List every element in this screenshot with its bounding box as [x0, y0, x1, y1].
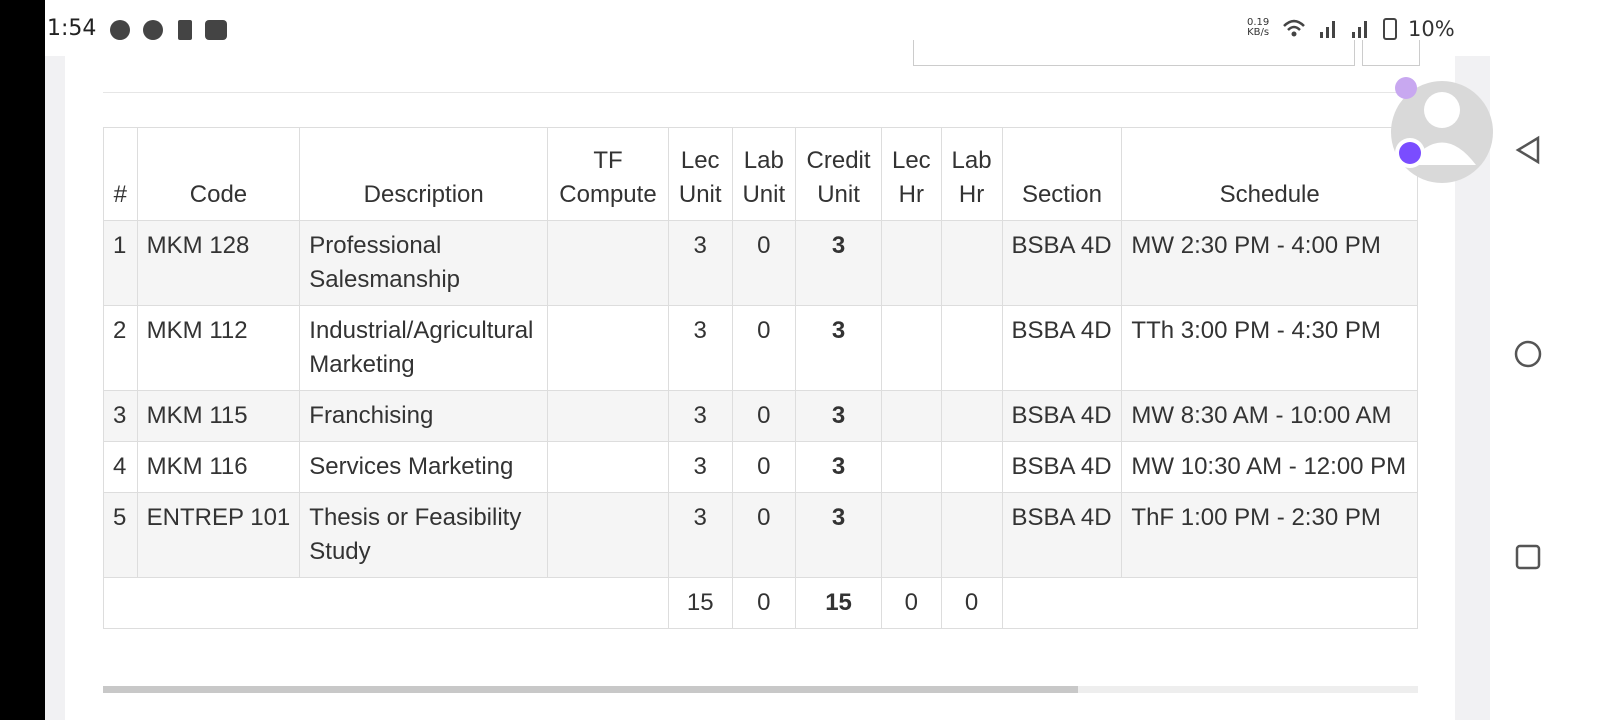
- lec-unit: 3: [667, 220, 733, 306]
- lab-hr: [940, 305, 1003, 391]
- tf-compute: [547, 390, 669, 442]
- lec-hr: [881, 492, 942, 578]
- credit-unit: 3: [794, 492, 883, 578]
- lec-unit: 3: [667, 390, 733, 442]
- schedule: ThF 1:00 PM - 2:30 PM: [1121, 492, 1418, 578]
- chat-head[interactable]: [1390, 70, 1496, 200]
- total-credit-unit: 15: [794, 577, 883, 629]
- row-number: 2: [103, 305, 138, 391]
- total-lec-unit: 15: [667, 577, 733, 629]
- column-header: TF Compute: [547, 127, 669, 221]
- column-header: Section: [1001, 127, 1123, 221]
- column-header: Lab Unit: [731, 127, 797, 221]
- table-row: 5 ENTREP 101 Thesis or Feasibility Study 3 0…: [103, 492, 1418, 578]
- table-row: 2 MKM 112 Industrial/Agricultural Marketin…: [103, 305, 1418, 391]
- lab-hr: [940, 390, 1003, 442]
- section: BSBA 4D: [1001, 390, 1123, 442]
- schedule: MW 10:30 AM - 12:00 PM: [1121, 441, 1418, 493]
- lab-unit: 0: [731, 390, 797, 442]
- schedule: MW 8:30 AM - 10:00 AM: [1121, 390, 1418, 442]
- schedule-table: # Code Description TF Compute Lec Unit Lab Un…: [103, 127, 1418, 629]
- totals-spacer: [103, 577, 669, 629]
- course-code: ENTREP 101: [136, 492, 301, 578]
- table-row: 3 MKM 115 Franchising 3 0 3 BSBA 4D MW 8:30 AM …: [103, 390, 1418, 442]
- section: BSBA 4D: [1001, 305, 1123, 391]
- lec-unit: 3: [667, 492, 733, 578]
- course-description: Franchising: [299, 390, 549, 442]
- tf-compute: [547, 441, 669, 493]
- course-description: Professional Salesmanship: [299, 220, 549, 306]
- clock: 1:54: [47, 16, 97, 41]
- lab-hr: [940, 220, 1003, 306]
- lab-hr: [940, 441, 1003, 493]
- lab-hr: [940, 492, 1003, 578]
- column-header: Schedule: [1121, 127, 1418, 221]
- row-number: 3: [103, 390, 138, 442]
- total-lab-hr: 0: [940, 577, 1003, 629]
- table-row: 4 MKM 116 Services Marketing 3 0 3 BSBA 4D MW 1…: [103, 441, 1418, 493]
- search-input[interactable]: [913, 40, 1355, 66]
- section: BSBA 4D: [1001, 220, 1123, 306]
- nav-buttons[interactable]: [1510, 130, 1550, 570]
- column-header: Lab Hr: [940, 127, 1003, 221]
- scrollbar-thumb[interactable]: [103, 686, 1078, 693]
- lab-unit: 0: [731, 441, 797, 493]
- battery-level: 10%: [1408, 17, 1455, 41]
- row-number: 1: [103, 220, 138, 306]
- totals-row: 15 0 15 0 0: [103, 577, 1418, 629]
- signal-icons: [1283, 18, 1397, 40]
- left-edge: [0, 0, 45, 720]
- column-header: #: [103, 127, 138, 221]
- credit-unit: 3: [794, 305, 883, 391]
- course-code: MKM 112: [136, 305, 301, 391]
- table-row: 1 MKM 128 Professional Salesmanship 3 0 3 BSBA…: [103, 220, 1418, 306]
- lec-unit: 3: [667, 441, 733, 493]
- course-code: MKM 115: [136, 390, 301, 442]
- row-number: 4: [103, 441, 138, 493]
- column-header: Lec Unit: [667, 127, 733, 221]
- totals-spacer: [1001, 577, 1418, 629]
- lab-unit: 0: [731, 492, 797, 578]
- net-speed-value: 0.19: [1247, 17, 1270, 28]
- total-lec-hr: 0: [881, 577, 942, 629]
- lab-unit: 0: [731, 305, 797, 391]
- net-speed-unit: KB/s: [1247, 27, 1270, 38]
- lec-hr: [881, 220, 942, 306]
- credit-unit: 3: [794, 220, 883, 306]
- length-select[interactable]: [1362, 40, 1420, 66]
- course-code: MKM 116: [136, 441, 301, 493]
- credit-unit: 3: [794, 390, 883, 442]
- section: BSBA 4D: [1001, 492, 1123, 578]
- tf-compute: [547, 492, 669, 578]
- divider: [103, 92, 1418, 93]
- course-description: Thesis or Feasibility Study: [299, 492, 549, 578]
- notification-icons: [110, 20, 227, 40]
- total-lab-unit: 0: [731, 577, 797, 629]
- lec-hr: [881, 390, 942, 442]
- lec-hr: [881, 441, 942, 493]
- nav-bar: [1490, 0, 1600, 720]
- table-wrapper: # Code Description TF Compute Lec Unit Lab Un…: [103, 127, 1418, 657]
- lab-unit: 0: [731, 220, 797, 306]
- lec-hr: [881, 305, 942, 391]
- credit-unit: 3: [794, 441, 883, 493]
- course-code: MKM 128: [136, 220, 301, 306]
- section: BSBA 4D: [1001, 441, 1123, 493]
- column-header: Credit Unit: [794, 127, 883, 221]
- column-header: Description: [299, 127, 549, 221]
- net-speed: 0.19 KB/s: [1247, 18, 1269, 38]
- row-number: 5: [103, 492, 138, 578]
- schedule: MW 2:30 PM - 4:00 PM: [1121, 220, 1418, 306]
- schedule: TTh 3:00 PM - 4:30 PM: [1121, 305, 1418, 391]
- tf-compute: [547, 220, 669, 306]
- course-description: Industrial/Agricultural Marketing: [299, 305, 549, 391]
- column-header: Lec Hr: [881, 127, 942, 221]
- lec-unit: 3: [667, 305, 733, 391]
- tf-compute: [547, 305, 669, 391]
- course-description: Services Marketing: [299, 441, 549, 493]
- column-header: Code: [136, 127, 301, 221]
